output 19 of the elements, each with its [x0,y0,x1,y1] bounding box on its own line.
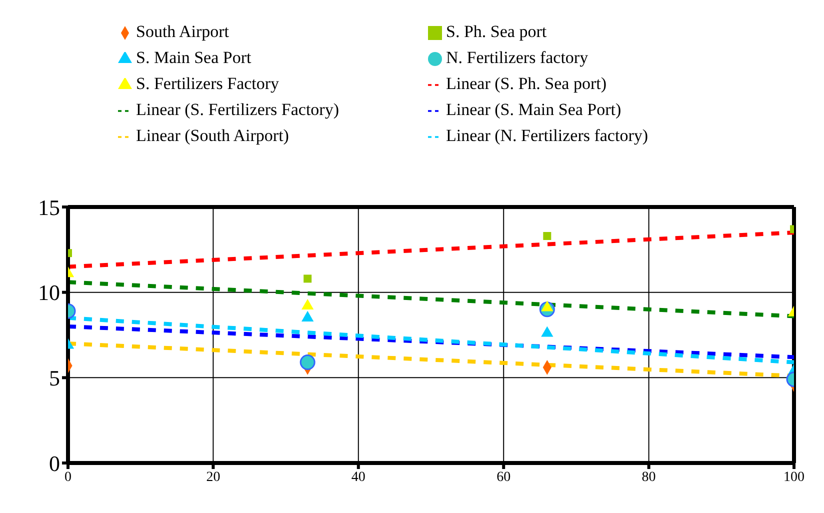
legend-label: Linear (N. Fertilizers factory) [446,126,648,145]
legend-label: S. Main Sea Port [136,48,252,67]
y-tick-label: 10 [38,280,60,306]
x-tick-label: 60 [496,470,511,485]
x-tick-label: 0 [64,470,72,485]
legend-label: S. Fertilizers Factory [136,74,280,93]
x-tick-label: 100 [784,470,804,485]
legend-label: South Airport [136,22,230,41]
legend-label: Linear (S. Main Sea Port) [446,100,622,119]
legend-label: Linear (S. Fertilizers Factory) [136,100,339,119]
x-tick-label: 40 [351,470,366,485]
legend-label: Linear (South Airport) [136,126,289,145]
x-tick-label: 80 [642,470,656,485]
y-tick-label: 5 [49,365,60,390]
x-tick-label: 20 [206,470,220,485]
y-tick-label: 15 [38,194,60,220]
legend-label: S. Ph. Sea port [446,22,547,41]
legend-label: N. Fertilizers factory [446,48,588,67]
legend-label: Linear (S. Ph. Sea port) [446,74,607,93]
